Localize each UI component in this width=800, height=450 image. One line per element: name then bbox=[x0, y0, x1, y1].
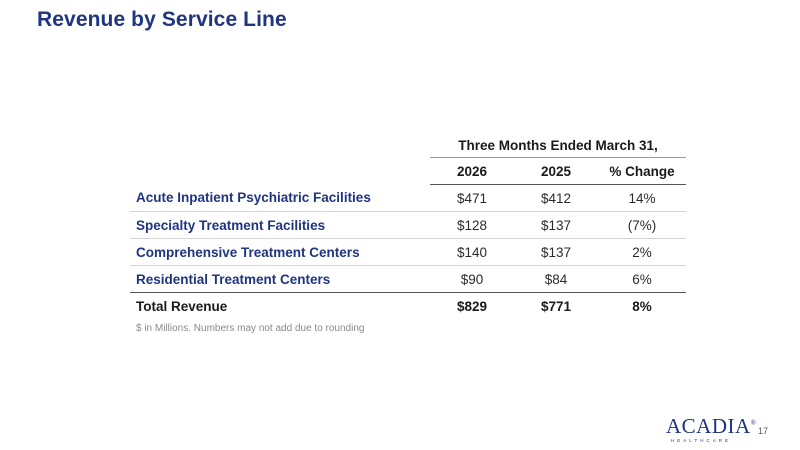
row-label: Acute Inpatient Psychiatric Facilities bbox=[130, 184, 430, 212]
cell-2025: $84 bbox=[514, 265, 598, 293]
cell-change: (7%) bbox=[598, 211, 686, 239]
cell-2025: $137 bbox=[514, 238, 598, 266]
registered-mark: ® bbox=[750, 419, 757, 427]
revenue-table-container: Three Months Ended March 31, 2026 2025 %… bbox=[130, 133, 686, 319]
footnote: $ in Millions. Numbers may not add due t… bbox=[136, 323, 365, 334]
column-header-change: % Change bbox=[598, 157, 686, 185]
table-row: Comprehensive Treatment Centers $140 $13… bbox=[130, 238, 686, 266]
total-label: Total Revenue bbox=[136, 298, 228, 314]
column-header-row: 2026 2025 % Change bbox=[130, 157, 686, 185]
row-label: Residential Treatment Centers bbox=[130, 265, 430, 293]
cell-change: 6% bbox=[598, 265, 686, 293]
table-row: Residential Treatment Centers $90 $84 6% bbox=[130, 265, 686, 293]
row-label: Comprehensive Treatment Centers bbox=[130, 238, 430, 266]
column-header-2025: 2025 bbox=[514, 157, 598, 185]
cell-2026: $90 bbox=[430, 265, 514, 293]
period-header-row: Three Months Ended March 31, bbox=[130, 133, 686, 158]
cell-change: 2% bbox=[598, 238, 686, 266]
empty-header-cell bbox=[130, 133, 430, 158]
cell-2026: $128 bbox=[430, 211, 514, 239]
logo-word-text: ACADIA bbox=[666, 414, 751, 438]
total-change: 8% bbox=[632, 298, 652, 314]
table-row: Acute Inpatient Psychiatric Facilities $… bbox=[130, 184, 686, 212]
revenue-table: Three Months Ended March 31, 2026 2025 %… bbox=[130, 133, 686, 319]
total-row: Total Revenue $829 $771 8% bbox=[130, 293, 686, 320]
cell-2025: $137 bbox=[514, 211, 598, 239]
column-header-2026: 2026 bbox=[430, 157, 514, 185]
cell-2025: $412 bbox=[514, 184, 598, 212]
cell-2026: $471 bbox=[430, 184, 514, 212]
company-logo: ACADIA® HEALTHCARE bbox=[666, 413, 756, 444]
logo-wordmark: ACADIA® bbox=[666, 413, 756, 438]
table-row: Specialty Treatment Facilities $128 $137… bbox=[130, 211, 686, 239]
period-header: Three Months Ended March 31, bbox=[430, 133, 686, 158]
logo-subtitle: HEALTHCARE bbox=[671, 438, 731, 443]
page-title: Revenue by Service Line bbox=[37, 8, 287, 31]
row-label: Specialty Treatment Facilities bbox=[130, 211, 430, 239]
empty-header-cell bbox=[130, 158, 430, 185]
total-2025: $771 bbox=[540, 298, 572, 314]
cell-change: 14% bbox=[598, 184, 686, 212]
total-2026: $829 bbox=[456, 298, 488, 314]
page-number: 17 bbox=[758, 426, 769, 436]
cell-2026: $140 bbox=[430, 238, 514, 266]
